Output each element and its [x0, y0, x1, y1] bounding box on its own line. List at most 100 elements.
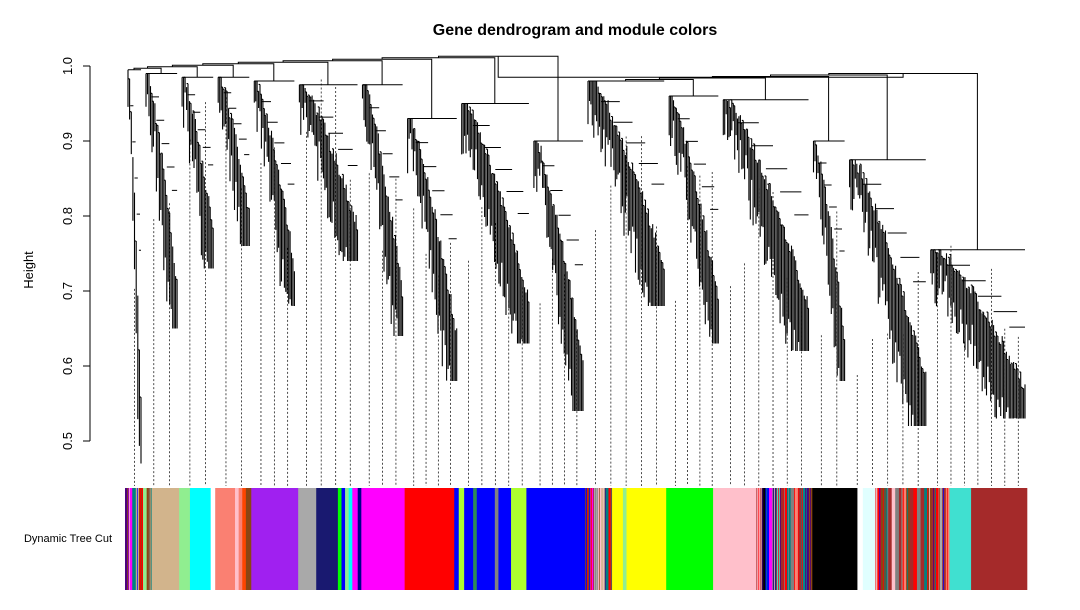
module-color-stripe — [128, 488, 130, 590]
module-color-stripe — [126, 488, 128, 590]
module-color-stripe — [802, 488, 803, 590]
module-color-stripe — [809, 488, 811, 590]
module-color-segment — [590, 488, 595, 590]
module-color-segment — [146, 488, 151, 590]
cluster-branch — [407, 117, 458, 381]
leaf-lines — [217, 76, 250, 246]
module-color-segment — [884, 488, 889, 590]
module-color-segment — [909, 488, 914, 590]
leaf-lines — [298, 84, 359, 261]
module-color-stripe — [602, 488, 604, 590]
module-color-segment — [235, 488, 239, 590]
subcluster-steps — [309, 100, 358, 166]
subcluster-steps — [261, 101, 295, 185]
module-color-segment — [913, 488, 918, 590]
module-color-segment — [895, 488, 900, 590]
subcluster-steps — [818, 162, 845, 252]
cluster-branch — [217, 76, 250, 246]
dendrogram-tree — [127, 55, 1026, 464]
module-color-stripe — [594, 488, 596, 590]
module-color-segment — [862, 488, 878, 590]
module-color-segment — [511, 488, 527, 590]
leaf-lines — [587, 80, 665, 306]
root-path — [133, 55, 978, 250]
subcluster-steps — [415, 142, 457, 240]
module-color-segment — [857, 488, 864, 590]
module-color-segment — [251, 488, 299, 590]
module-color-segment — [238, 488, 243, 590]
module-color-segment — [805, 488, 810, 590]
module-color-stripe — [934, 488, 936, 590]
module-color-segment — [880, 488, 885, 590]
module-color-segment — [298, 488, 317, 590]
cluster-branch — [587, 80, 665, 306]
y-axis: 0.5 0.6 0.7 0.8 0.9 1.0 — [60, 57, 91, 450]
module-color-segment — [586, 488, 591, 590]
module-color-segment — [179, 488, 191, 590]
cluster-branch — [298, 84, 359, 261]
module-color-stripe — [927, 488, 928, 590]
module-color-stripe — [929, 488, 930, 590]
module-color-stripe — [590, 488, 592, 590]
module-color-segment — [916, 488, 921, 590]
module-color-stripe — [897, 488, 899, 590]
module-color-stripe — [784, 488, 785, 590]
module-color-segment — [494, 488, 499, 590]
module-color-stripe — [925, 488, 926, 590]
module-color-segment — [971, 488, 1028, 590]
module-color-stripe — [136, 488, 138, 590]
y-tick-label: 0.9 — [60, 132, 75, 150]
module-color-segment — [942, 488, 947, 590]
module-color-segment — [622, 488, 627, 590]
module-color-segment — [594, 488, 598, 590]
chart-title: Gene dendrogram and module colors — [433, 22, 718, 39]
y-axis-label: Height — [21, 251, 36, 289]
module-color-segment — [498, 488, 512, 590]
module-color-segment — [794, 488, 799, 590]
module-color-segment — [245, 488, 252, 590]
module-color-stripe — [933, 488, 934, 590]
module-color-segment — [898, 488, 903, 590]
module-color-stripe — [585, 488, 586, 590]
module-color-segment — [626, 488, 667, 590]
module-color-stripe — [807, 488, 809, 590]
y-tick-label: 0.8 — [60, 207, 75, 225]
module-color-segment — [135, 488, 140, 590]
module-color-stripe — [901, 488, 903, 590]
leaf-lines — [812, 140, 846, 381]
module-color-segment — [776, 488, 781, 590]
module-color-segment — [891, 488, 896, 590]
module-color-stripe — [907, 488, 909, 590]
y-tick-label: 0.6 — [60, 357, 75, 375]
module-color-segment — [877, 488, 882, 590]
module-color-segment — [783, 488, 788, 590]
module-color-stripe — [887, 488, 889, 590]
leaf-lines — [461, 102, 530, 344]
leaf-lines — [361, 84, 404, 336]
module-color-stripe — [140, 488, 142, 590]
module-color-segment — [790, 488, 795, 590]
color-row-label: Dynamic Tree Cut — [24, 533, 112, 545]
module-color-segment — [769, 488, 773, 590]
module-color-segment — [242, 488, 247, 590]
module-color-segment — [949, 488, 972, 590]
module-color-segment — [352, 488, 359, 590]
module-color-segment — [210, 488, 216, 590]
module-color-segment — [215, 488, 236, 590]
module-color-segment — [612, 488, 624, 590]
cluster-branch — [930, 249, 1026, 419]
cluster-branch — [181, 76, 214, 269]
module-color-stripe — [794, 488, 795, 590]
leaf-lines — [533, 140, 584, 411]
module-color-stripe — [596, 488, 598, 590]
module-color-row — [125, 488, 1028, 590]
leaf-lines — [145, 72, 178, 329]
module-color-stripe — [942, 488, 944, 590]
module-color-segment — [797, 488, 802, 590]
module-color-segment — [945, 488, 950, 590]
module-color-stripe — [780, 488, 782, 590]
cluster-branch — [722, 99, 810, 351]
module-color-segment — [920, 488, 925, 590]
module-color-stripe — [806, 488, 807, 590]
